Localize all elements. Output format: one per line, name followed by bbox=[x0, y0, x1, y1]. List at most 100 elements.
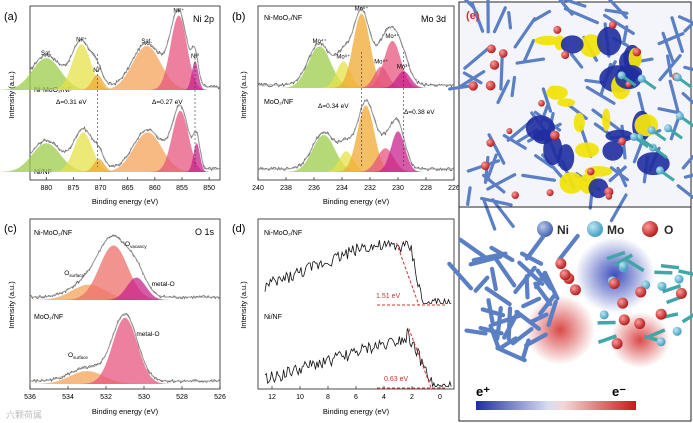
panel-b-s0-peak-0 bbox=[274, 46, 365, 88]
panel-a-shift-2: Δ=0.27 eV bbox=[152, 99, 183, 106]
ni-bond bbox=[524, 332, 548, 348]
panel-e-legend: Ni Mo O bbox=[537, 221, 673, 237]
panel-b-tick-label-3: 234 bbox=[336, 185, 348, 192]
mo-o-bond bbox=[613, 253, 634, 267]
charge-accumulation-blob bbox=[602, 108, 611, 132]
oxygen-atom bbox=[489, 60, 500, 70]
bond bbox=[604, 8, 629, 15]
ni-bond bbox=[464, 328, 488, 336]
oxygen-atom bbox=[634, 318, 646, 330]
legend-o-label: O bbox=[664, 223, 673, 237]
panel-a-shift-1: Δ=0.31 eV bbox=[56, 99, 87, 106]
panel-a-s0-peak-0 bbox=[0, 58, 103, 90]
panel-c-marks: 536 534 532 530 528 526 Ovacancy Osurface metal-… bbox=[18, 234, 226, 401]
oxygen-atom bbox=[538, 99, 545, 107]
panel-b-peak-label-2: Mo⁶⁺ bbox=[355, 6, 369, 13]
bond bbox=[496, 79, 511, 105]
panel-c-label-surface-2-sub: surface bbox=[73, 355, 88, 360]
legend-mo-icon bbox=[587, 221, 603, 237]
bond bbox=[570, 52, 584, 69]
oxygen-atom bbox=[486, 138, 495, 147]
panel-a-peak-label-3: Sat. bbox=[141, 39, 152, 45]
panel-c-sample-2-name: MoO₂/NF bbox=[34, 314, 63, 321]
panel-b: (b) Mo 3d Intensity (a.u.) Binding energ… bbox=[232, 6, 460, 206]
molybdenum-atom bbox=[618, 261, 628, 271]
bond bbox=[507, 11, 513, 30]
bond bbox=[676, 184, 693, 200]
panel-b-s1-peak-2 bbox=[332, 105, 400, 172]
ni-bond bbox=[495, 345, 527, 363]
colorbar-low-label: e⁺ bbox=[476, 384, 490, 399]
bond bbox=[466, 186, 472, 206]
panel-d-tick-label-6: 0 bbox=[438, 394, 442, 401]
panel-b-shift-1: Δ=0.34 eV bbox=[318, 103, 349, 110]
panel-c-tick-label-0: 536 bbox=[24, 394, 36, 401]
bond bbox=[683, 65, 693, 72]
oxygen-atom bbox=[618, 314, 630, 326]
bond bbox=[661, 31, 675, 64]
charge-accumulation-blob bbox=[557, 98, 576, 107]
molybdenum-atom bbox=[617, 71, 626, 80]
oxygen-atom bbox=[555, 258, 567, 270]
molybdenum-atom bbox=[637, 74, 646, 83]
charge-accumulation-blob bbox=[573, 112, 585, 133]
charge-depletion-blob bbox=[533, 129, 554, 145]
mo-o-bond bbox=[662, 284, 682, 294]
legend-ni-icon bbox=[537, 221, 553, 237]
mo-o-bond bbox=[597, 334, 618, 344]
panel-a-peak-label-0: Sat. bbox=[41, 51, 52, 57]
oxygen-atom bbox=[586, 167, 595, 176]
ni-bond bbox=[473, 275, 490, 293]
bond bbox=[479, 196, 513, 207]
oxygen-atom bbox=[480, 161, 490, 171]
molybdenum-atom bbox=[656, 337, 666, 347]
ni-bond bbox=[493, 256, 517, 288]
panel-c-tick-label-2: 532 bbox=[100, 394, 112, 401]
ni-bond bbox=[458, 237, 488, 260]
panel-c-label-metal-1: metal-O bbox=[152, 281, 175, 288]
ni-bond bbox=[535, 268, 554, 291]
colorbar bbox=[476, 401, 636, 410]
panel-a-s1-peak-1 bbox=[46, 132, 121, 172]
panel-a-frame bbox=[29, 5, 221, 181]
bond bbox=[683, 21, 693, 33]
panel-d-marks: 12 10 8 6 4 2 0 bbox=[264, 239, 452, 401]
ni-bond bbox=[557, 233, 580, 262]
bond bbox=[621, 25, 629, 45]
bond bbox=[485, 153, 498, 182]
panel-a-tick-label-5: 855 bbox=[176, 185, 188, 192]
bond bbox=[558, 0, 574, 16]
ni-bond bbox=[524, 234, 546, 261]
bond bbox=[670, 16, 684, 53]
charge-depletion-blob bbox=[560, 35, 584, 54]
bond bbox=[616, 166, 628, 188]
panel-d-s0-spectrum bbox=[264, 239, 452, 305]
oxygen-atom bbox=[561, 50, 570, 60]
panel-c-label-surface-2: Osurface bbox=[68, 352, 88, 360]
mo-o-bond bbox=[660, 263, 680, 270]
ni-bond bbox=[484, 286, 512, 307]
panel-b-peak-label-1: Mo⁵⁺ bbox=[336, 53, 350, 60]
oxygen-atom bbox=[485, 80, 496, 91]
panel-c-tick-label-5: 526 bbox=[214, 394, 226, 401]
panel-d-ylabel: Intensity (a.u.) bbox=[239, 281, 248, 329]
molybdenum-atom bbox=[630, 132, 639, 141]
oxygen-atom bbox=[608, 21, 617, 29]
oxygen-atom bbox=[608, 277, 620, 289]
charge-depletion-blob bbox=[596, 26, 622, 56]
molybdenum-atom bbox=[599, 310, 609, 320]
oxygen-atom bbox=[618, 137, 626, 146]
panel-c-tick-label-4: 528 bbox=[176, 394, 188, 401]
panel-a-tick-label-0: 880 bbox=[40, 185, 52, 192]
panel-a-sample-2-name: Ni/NF bbox=[34, 169, 52, 176]
mo-o-bond bbox=[624, 258, 645, 273]
charge-cloud-blue bbox=[575, 237, 655, 313]
bond bbox=[561, 0, 587, 8]
panel-c-s0-peak-2 bbox=[98, 277, 175, 300]
charge-cloud-red bbox=[525, 295, 595, 365]
panel-c: (c) O 1s Intensity (a.u.) Binding energy… bbox=[4, 218, 226, 416]
ni-bond bbox=[489, 266, 498, 292]
charge-depletion-blob bbox=[605, 129, 634, 143]
panel-d-tick-label-5: 2 bbox=[410, 394, 414, 401]
oxygen-atom bbox=[617, 297, 629, 309]
